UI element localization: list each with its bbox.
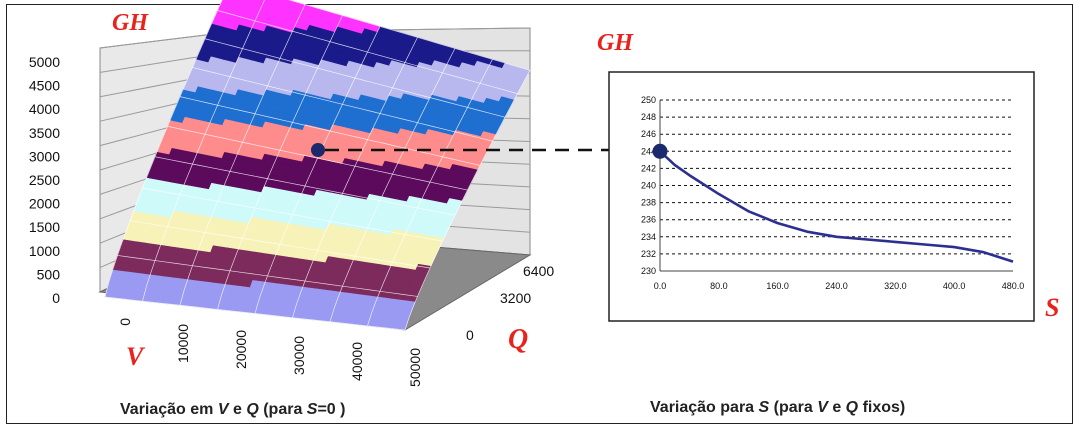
surface-marker-point <box>311 143 325 157</box>
v-tick-label: 10000 <box>175 324 191 363</box>
z-tick-label: 500 <box>37 266 61 282</box>
surface-band-cell <box>244 0 251 2</box>
surface-mesh-line <box>104 0 223 298</box>
surface-band-cell <box>221 0 237 4</box>
line-y-tick-label: 234 <box>641 232 656 242</box>
surface-bands <box>104 0 531 331</box>
line-chart-series <box>652 143 1014 263</box>
line-series-path <box>659 150 1014 263</box>
z-tick-label: 2500 <box>29 172 60 188</box>
line-chart-x-ticks: 0.0 80.0 160.0 240.0 320.0 400.0 480.0 <box>654 281 1025 291</box>
v-axis-ticks: 0 10000 20000 30000 40000 50000 <box>117 318 423 387</box>
line-y-axis-label: GH <box>597 30 634 56</box>
v-tick-label: 30000 <box>291 336 307 375</box>
z-tick-label: 4000 <box>29 101 60 117</box>
surface-mesh-line <box>179 4 306 306</box>
line-chart: 230 232 234 236 238 240 242 244 246 248 250 0.0 80.… <box>597 30 1059 416</box>
left-caption: Variação em V e Q (para S=0 ) <box>120 401 345 418</box>
surface-mesh-line <box>254 26 381 314</box>
line-y-tick-label: 242 <box>641 163 656 173</box>
line-x-axis-label: S <box>1045 293 1059 322</box>
z-tick-label: 3500 <box>29 125 60 141</box>
figure-frame <box>6 4 1073 424</box>
surface-band-cell <box>266 0 280 4</box>
right-caption: Variação para S (para V e Q fixos) <box>650 399 905 416</box>
v-tick-label: 40000 <box>349 342 365 381</box>
z-tick-label: 4500 <box>29 78 60 94</box>
v-axis-label: V <box>126 342 146 371</box>
surface-mesh-line <box>329 48 456 322</box>
line-chart-y-ticks: 230 232 234 236 238 240 242 244 246 248 250 <box>641 95 656 276</box>
line-x-tick-label: 400.0 <box>943 281 966 291</box>
v-tick-label: 20000 <box>233 330 249 369</box>
surface-mesh-line <box>142 0 265 302</box>
line-x-tick-label: 480.0 <box>1002 281 1025 291</box>
z-tick-label: 0 <box>52 290 60 306</box>
surface-chart: 0 500 1000 1500 2000 2500 3000 3500 4000 4500 5000… <box>29 0 554 418</box>
q-tick-label: 0 <box>466 327 474 343</box>
line-y-tick-label: 248 <box>641 112 656 122</box>
z-tick-label: 1500 <box>29 219 60 235</box>
z-tick-label: 2000 <box>29 196 60 212</box>
line-start-marker-point <box>652 143 668 159</box>
line-y-tick-label: 232 <box>641 249 656 259</box>
q-tick-label: 3200 <box>500 290 531 306</box>
line-y-tick-label: 244 <box>641 146 656 156</box>
line-y-tick-label: 230 <box>641 266 656 276</box>
v-tick-label: 50000 <box>407 348 423 387</box>
v-tick-label: 0 <box>117 318 133 326</box>
surface-mesh-line <box>292 37 418 318</box>
line-x-tick-label: 160.0 <box>766 281 789 291</box>
surface-mesh-line <box>367 59 493 326</box>
z-tick-label: 1000 <box>29 243 60 259</box>
line-x-tick-label: 0.0 <box>654 281 667 291</box>
line-y-tick-label: 236 <box>641 215 656 225</box>
surface-mesh-line <box>404 70 531 331</box>
z-axis-label: GH <box>112 10 149 36</box>
line-x-tick-label: 320.0 <box>884 281 907 291</box>
line-chart-panel <box>608 71 1035 322</box>
line-x-tick-label: 80.0 <box>710 281 728 291</box>
line-y-tick-label: 238 <box>641 198 656 208</box>
surface-mesh <box>104 0 531 331</box>
q-axis-ticks: 0 3200 6400 <box>466 263 554 343</box>
z-tick-label: 3000 <box>29 148 60 164</box>
q-tick-label: 6400 <box>523 263 554 279</box>
line-x-tick-label: 240.0 <box>825 281 848 291</box>
surface-mesh-line <box>217 15 343 310</box>
line-y-tick-label: 246 <box>641 129 656 139</box>
z-tick-label: 5000 <box>29 54 60 70</box>
q-axis-label: Q <box>508 324 528 355</box>
z-axis-ticks: 0 500 1000 1500 2000 2500 3000 3500 4000 4500 5000 <box>29 54 60 306</box>
line-y-tick-label: 250 <box>641 95 656 105</box>
line-y-tick-label: 240 <box>641 181 656 191</box>
surface-band-cell <box>249 0 265 6</box>
